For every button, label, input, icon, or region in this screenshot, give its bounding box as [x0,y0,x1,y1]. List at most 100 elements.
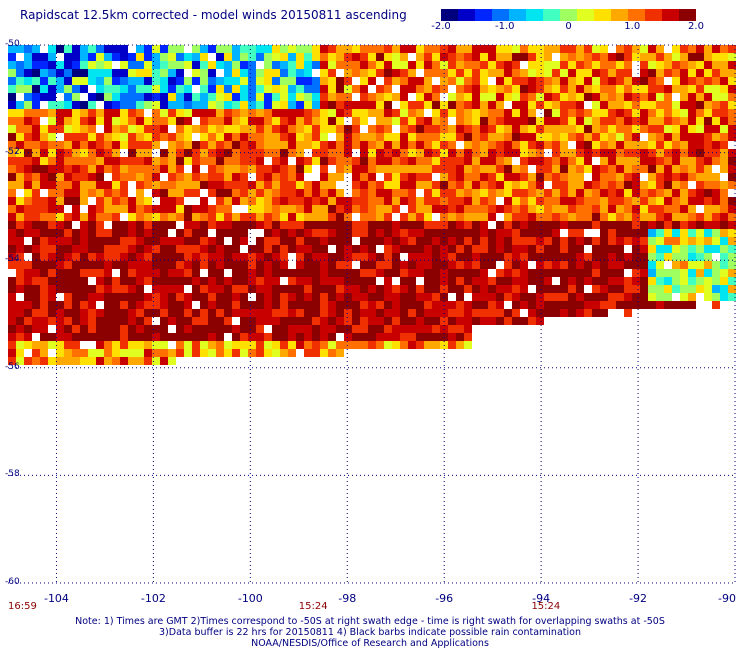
wind-cell [208,85,216,93]
wind-cell [456,229,464,237]
wind-cell [256,117,264,125]
wind-cell [296,277,304,285]
wind-cell [648,157,656,165]
wind-cell [320,165,328,173]
wind-cell [40,173,48,181]
wind-cell [640,85,648,93]
wind-cell [392,341,400,349]
wind-cell [536,277,544,285]
wind-cell [600,117,608,125]
wind-cell [696,237,704,245]
wind-cell [264,93,272,101]
wind-cell [240,213,248,221]
wind-cell [528,269,536,277]
wind-cell [344,141,352,149]
wind-cell [32,309,40,317]
wind-cell [248,77,256,85]
wind-cell [8,53,16,61]
wind-cell [264,341,272,349]
wind-cell [360,221,368,229]
wind-cell [672,229,680,237]
wind-cell [200,77,208,85]
wind-cell [384,125,392,133]
wind-cell [288,125,296,133]
wind-cell [184,333,192,341]
wind-cell [512,285,520,293]
wind-cell [472,165,480,173]
wind-cell [144,165,152,173]
wind-cell [16,229,24,237]
wind-cell [568,245,576,253]
wind-cell [672,53,680,61]
wind-cell [248,157,256,165]
wind-cell [544,125,552,133]
wind-cell [32,285,40,293]
wind-cell [224,77,232,85]
wind-cell [416,293,424,301]
wind-cell [248,197,256,205]
wind-cell [616,141,624,149]
wind-cell [184,229,192,237]
wind-cell [480,301,488,309]
wind-cell [384,309,392,317]
wind-cell [296,165,304,173]
wind-cell [648,197,656,205]
wind-cell [264,333,272,341]
wind-cell [632,53,640,61]
wind-cell [16,221,24,229]
wind-cell [312,77,320,85]
wind-cell [168,277,176,285]
wind-cell [208,205,216,213]
wind-cell [304,205,312,213]
wind-cell [656,245,664,253]
wind-cell [128,213,136,221]
wind-cell [16,213,24,221]
wind-cell [280,245,288,253]
wind-cell [504,261,512,269]
wind-cell [232,117,240,125]
wind-cell [560,205,568,213]
wind-cell [400,197,408,205]
wind-cell [56,261,64,269]
wind-cell [48,61,56,69]
wind-cell [288,285,296,293]
wind-cell [584,221,592,229]
wind-cell [192,125,200,133]
wind-cell [136,141,144,149]
wind-cell [216,229,224,237]
wind-cell [304,301,312,309]
wind-cell [48,141,56,149]
wind-cell [128,77,136,85]
wind-cell [24,341,32,349]
wind-cell [544,141,552,149]
wind-cell [384,45,392,53]
wind-cell [536,317,544,325]
wind-cell [392,181,400,189]
wind-cell [296,221,304,229]
wind-cell [624,261,632,269]
wind-cell [472,285,480,293]
wind-cell [688,253,696,261]
wind-cell [280,341,288,349]
wind-cell [408,237,416,245]
wind-cell [352,117,360,125]
wind-cell [384,205,392,213]
wind-cell [184,173,192,181]
wind-cell [424,101,432,109]
wind-cell [576,213,584,221]
wind-cell [256,325,264,333]
wind-cell [488,85,496,93]
wind-cell [8,261,16,269]
wind-cell [152,341,160,349]
wind-cell [408,69,416,77]
wind-cell [720,269,728,277]
wind-cell [560,189,568,197]
wind-cell [296,333,304,341]
wind-cell [368,53,376,61]
wind-cell [368,197,376,205]
wind-cell [472,301,480,309]
wind-cell [552,85,560,93]
wind-cell [144,245,152,253]
wind-cell [560,245,568,253]
wind-cell [160,317,168,325]
